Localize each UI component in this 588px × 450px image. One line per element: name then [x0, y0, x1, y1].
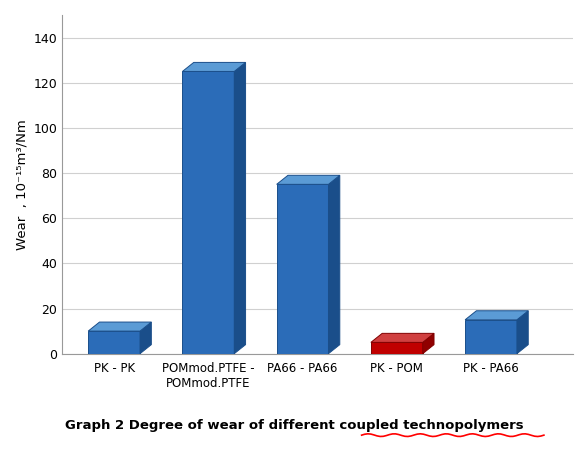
Polygon shape: [465, 311, 528, 320]
Text: Graph 2 Degree of wear of different coupled technopolymers: Graph 2 Degree of wear of different coup…: [65, 419, 523, 432]
Polygon shape: [88, 331, 140, 354]
Polygon shape: [182, 63, 246, 72]
Polygon shape: [517, 311, 528, 354]
Polygon shape: [465, 320, 517, 354]
Polygon shape: [371, 342, 423, 354]
Polygon shape: [88, 322, 151, 331]
Y-axis label: Wear  , 10⁻¹⁵m³/Nm: Wear , 10⁻¹⁵m³/Nm: [15, 119, 28, 250]
Polygon shape: [277, 176, 340, 184]
Polygon shape: [371, 333, 434, 342]
Polygon shape: [182, 72, 234, 354]
Polygon shape: [329, 176, 340, 354]
Polygon shape: [277, 184, 329, 354]
Polygon shape: [423, 333, 434, 354]
Polygon shape: [140, 322, 151, 354]
Polygon shape: [234, 63, 246, 354]
